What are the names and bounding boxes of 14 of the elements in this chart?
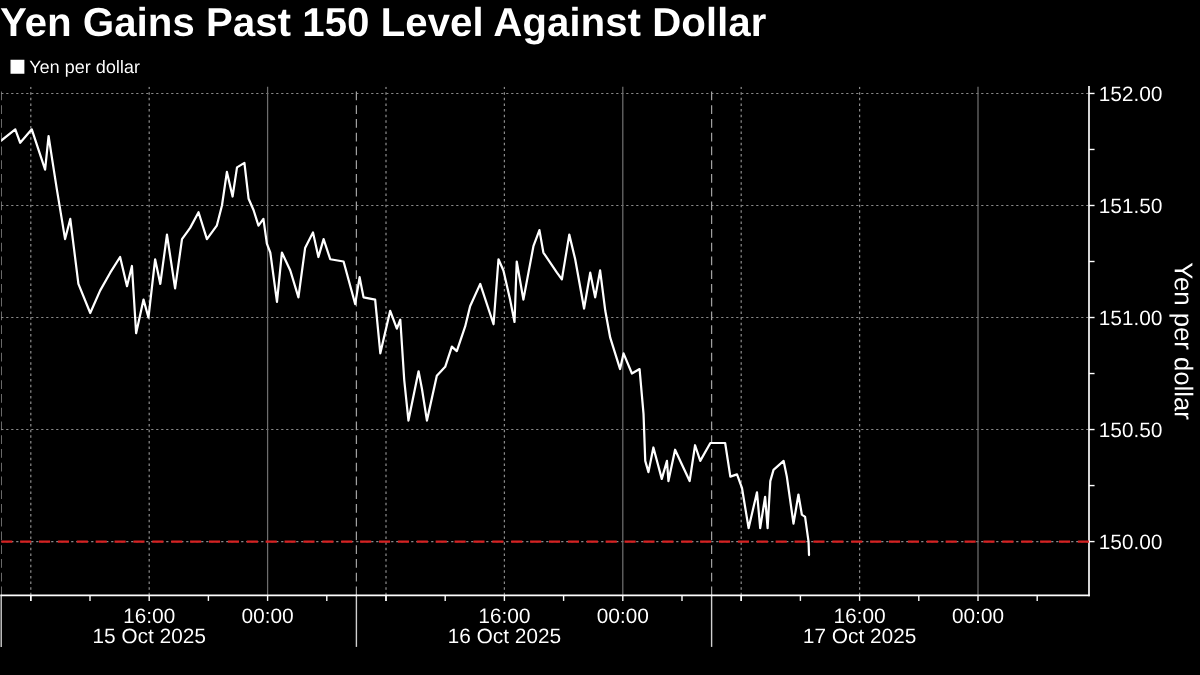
- x-tick-label: 00:00: [597, 608, 649, 624]
- y-tick-label: 152.00: [1100, 86, 1162, 102]
- y-tick-label: 150.00: [1100, 534, 1162, 550]
- y-tick-label: 151.50: [1100, 198, 1162, 214]
- x-tick-label: 16:00 15 Oct 2025: [94, 608, 206, 644]
- x-tick-label: 16:00 16 Oct 2025: [449, 608, 561, 644]
- y-axis-title: Yen per dollar: [1169, 262, 1194, 420]
- x-tick-label: 00:00: [242, 608, 293, 624]
- x-tick-label: 00:00: [952, 608, 1004, 624]
- y-tick-label: 151.00: [1100, 310, 1162, 326]
- x-tick-label: 16:00 17 Oct 2025: [804, 608, 916, 644]
- chart-title: Yen Gains Past 150 Level Against Dollar: [0, 6, 766, 45]
- y-tick-label: 150.50: [1100, 422, 1162, 438]
- legend-label: Yen per dollar: [29, 59, 140, 77]
